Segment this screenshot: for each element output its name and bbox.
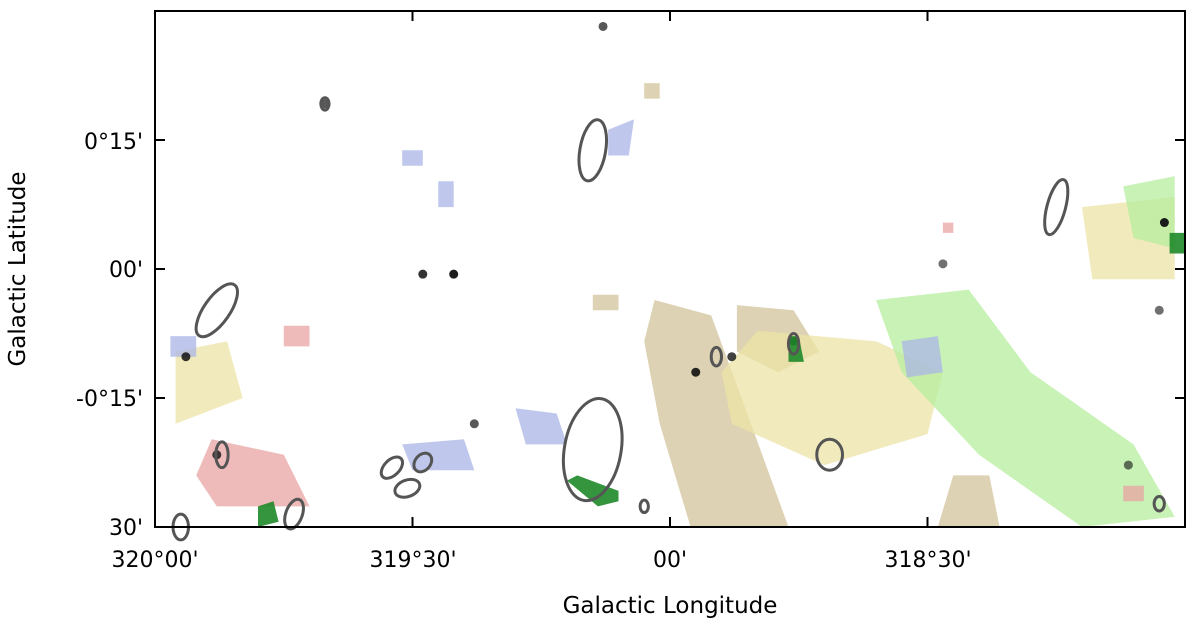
- dark-source-6: [1159, 218, 1169, 228]
- ellipse-5: [412, 451, 434, 474]
- x-tick-0: 320°00': [111, 548, 198, 573]
- dark-source-8: [1123, 460, 1133, 470]
- dark-source-7: [938, 259, 948, 269]
- ellipse-12: [319, 96, 331, 112]
- y-axis-title: Galactic Latitude: [5, 171, 31, 366]
- region-red-9: [283, 325, 310, 347]
- region-tan-16: [644, 83, 660, 99]
- ellipse-13: [638, 498, 650, 515]
- region-blue-12: [608, 119, 634, 156]
- region-green-5: [1123, 176, 1175, 249]
- region-blue-10: [170, 336, 197, 357]
- region-blue-6: [901, 336, 943, 378]
- x-tick-2: 00': [653, 548, 687, 573]
- green-source-0: [567, 475, 619, 507]
- ellipse-3: [194, 282, 239, 339]
- region-green-4: [876, 289, 1175, 527]
- y-tick-2: -0°15': [76, 387, 143, 412]
- ellipse-1: [577, 118, 609, 183]
- dark-source-2: [181, 352, 191, 362]
- dark-source-1: [449, 269, 459, 279]
- y-tick-0: 0°15': [84, 130, 143, 155]
- dark-source-12: [1154, 305, 1164, 315]
- dark-source-11: [598, 21, 608, 31]
- dark-source-10: [469, 419, 479, 429]
- region-red-20: [942, 222, 954, 233]
- region-tan-17: [592, 294, 619, 311]
- dark-source-13: [320, 99, 330, 109]
- region-yellow-2: [721, 330, 943, 466]
- x-axis-title: Galactic Longitude: [563, 593, 778, 619]
- ellipse-2: [1043, 178, 1070, 237]
- region-blue-13: [402, 150, 423, 166]
- x-tick-1: 319°30': [369, 548, 456, 573]
- y-tick-3: 30': [109, 516, 143, 541]
- dark-source-3: [691, 367, 701, 377]
- region-tan-0: [644, 300, 789, 527]
- y-tick-1: 00': [109, 258, 143, 283]
- region-blue-15: [515, 408, 567, 445]
- ellipse-7: [393, 477, 422, 499]
- region-blue-11: [402, 439, 475, 471]
- ellipse-15: [1152, 495, 1166, 513]
- region-tan-18: [937, 475, 1000, 527]
- ellipse-8: [283, 497, 305, 531]
- ellipse-11: [786, 332, 801, 356]
- region-red-19: [1123, 485, 1144, 502]
- ellipse-6: [379, 455, 405, 480]
- region-yellow-8: [175, 341, 243, 424]
- dark-source-0: [418, 269, 428, 279]
- green-source-3: [1169, 232, 1185, 254]
- green-source-2: [258, 501, 279, 527]
- region-red-7: [196, 439, 310, 507]
- ellipse-9: [214, 440, 230, 470]
- axis-ticks: [154, 11, 1185, 528]
- emission-regions: [170, 83, 1175, 527]
- x-tick-3: 318°30': [884, 548, 971, 573]
- region-blue-14: [438, 181, 454, 208]
- ellipse-4: [561, 397, 624, 503]
- ellipse-0: [815, 437, 845, 472]
- source-ellipses: [171, 96, 1166, 542]
- dark-source-4: [727, 352, 737, 362]
- ellipse-10: [709, 345, 723, 368]
